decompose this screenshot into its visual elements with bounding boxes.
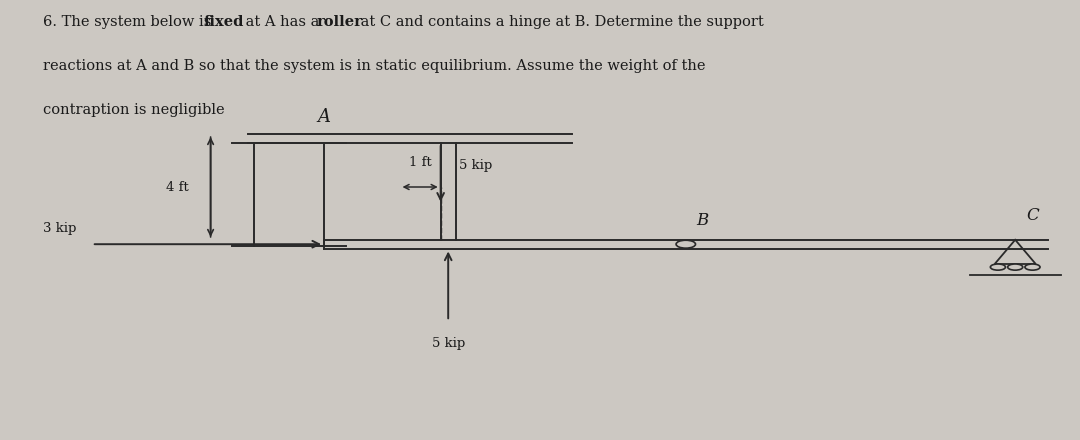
Circle shape [1008,264,1023,270]
Text: fixed: fixed [203,15,243,29]
Text: C: C [1026,207,1039,224]
Text: A: A [318,108,330,125]
Text: 5 kip: 5 kip [432,337,464,350]
Text: at A has a: at A has a [241,15,324,29]
Circle shape [676,240,696,248]
Text: 1 ft: 1 ft [408,156,432,169]
Circle shape [990,264,1005,270]
Text: 3 kip: 3 kip [43,222,77,235]
Circle shape [1025,264,1040,270]
Text: at C and contains a hinge at B. Determine the support: at C and contains a hinge at B. Determin… [356,15,765,29]
Text: 6. The system below is: 6. The system below is [43,15,216,29]
Text: contraption is negligible: contraption is negligible [43,103,225,117]
Text: 4 ft: 4 ft [166,180,189,194]
Text: 5 kip: 5 kip [459,158,492,172]
Text: reactions at A and B so that the system is in static equilibrium. Assume the wei: reactions at A and B so that the system … [43,59,705,73]
Text: B: B [697,212,708,228]
Text: roller: roller [316,15,362,29]
